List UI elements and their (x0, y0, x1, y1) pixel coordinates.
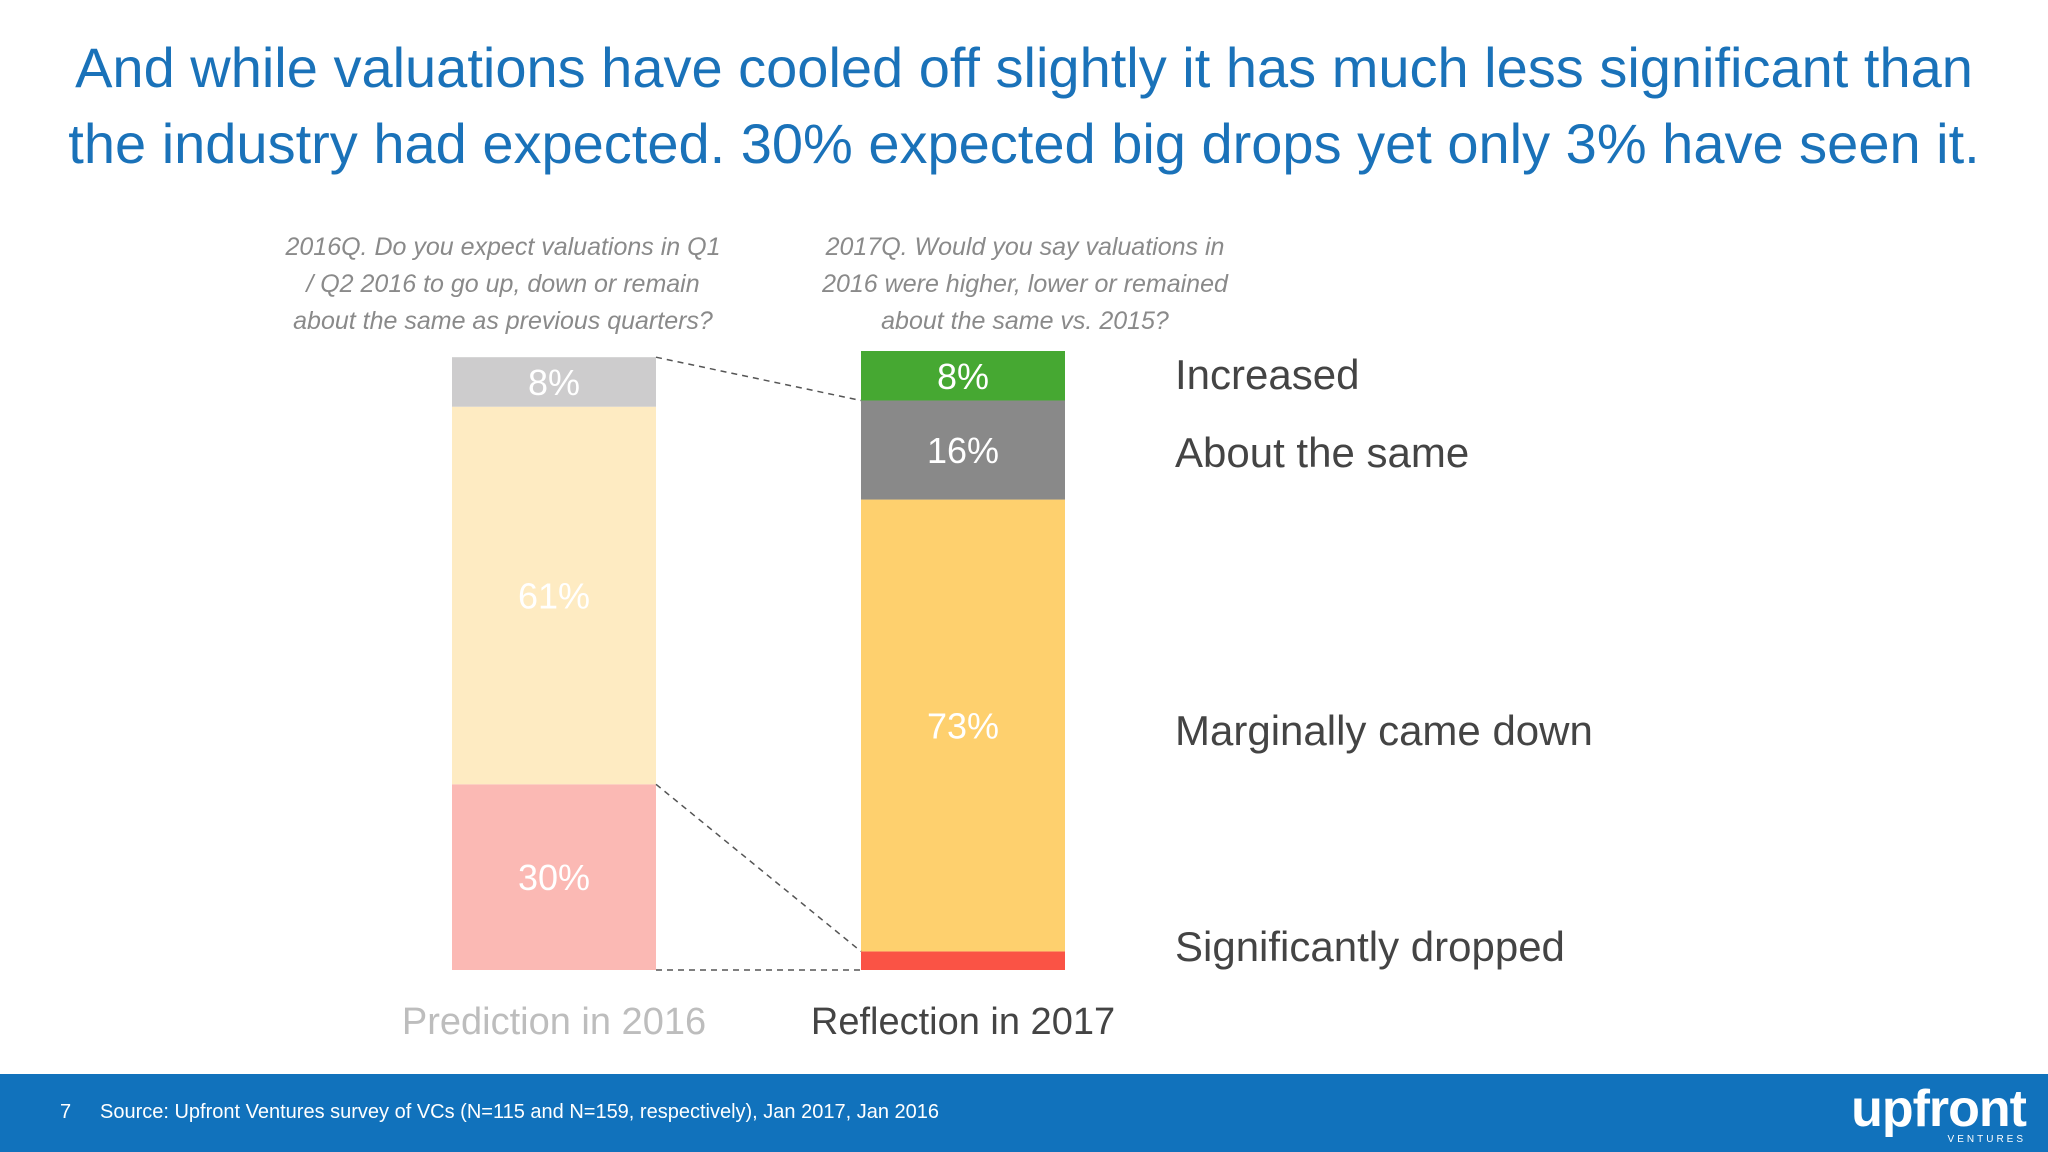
upfront-logo: upfront VENTURES (1851, 1080, 2027, 1146)
question-line: 2016 were higher, lower or remained (822, 270, 1228, 298)
data-label: 30% (518, 857, 590, 898)
bar-segment (861, 351, 1065, 401)
slide-title: And while valuations have cooled off sli… (0, 30, 2048, 182)
legend-significantly-dropped: Significantly dropped (1175, 923, 1565, 970)
legend-about-same: About the same (1175, 429, 1470, 476)
page-number: 7 (60, 1101, 72, 1123)
data-label: 16% (927, 430, 999, 471)
data-label: 8% (937, 356, 989, 397)
data-label: 73% (927, 705, 999, 746)
question-line: about the same as previous quarters? (293, 307, 713, 335)
bar-segment (452, 357, 656, 407)
data-label: 8% (528, 362, 580, 403)
bar-segment (861, 951, 1065, 970)
question-2017: 2017Q. Would you say valuations in 2016 … (790, 229, 1260, 340)
logo-subtitle: VENTURES (1947, 1134, 2026, 1145)
connector-line (655, 783, 862, 953)
category-label: Reflection in 2017 (811, 1001, 1115, 1043)
bar-segment (452, 784, 656, 970)
title-line-2: the industry had expected. 30% expected … (68, 112, 1980, 175)
bar-segment (452, 406, 656, 785)
connector-line (655, 356, 862, 402)
data-label: 61% (518, 576, 590, 617)
source-note: Source: Upfront Ventures survey of VCs (… (100, 1101, 939, 1123)
stacked-bar-chart: 30%61%8%Prediction in 20163%73%16%8%Refl… (402, 351, 1115, 1043)
footer-bar: 7 Source: Upfront Ventures survey of VCs… (0, 1074, 2048, 1152)
question-line: 2017Q. Would you say valuations in (825, 233, 1225, 261)
question-line: / Q2 2016 to go up, down or remain (306, 270, 700, 298)
category-label: Prediction in 2016 (402, 1001, 706, 1043)
bar-segment (861, 400, 1065, 500)
question-line: about the same vs. 2015? (881, 307, 1169, 335)
legend-increased: Increased (1175, 351, 1360, 398)
question-line: 2016Q. Do you expect valuations in Q1 (285, 233, 721, 261)
question-2016: 2016Q. Do you expect valuations in Q1 / … (268, 229, 738, 340)
legend-marginally-down: Marginally came down (1175, 707, 1593, 754)
logo-wordmark: upfront (1851, 1080, 2027, 1138)
bar-segment (861, 499, 1065, 952)
title-line-1: And while valuations have cooled off sli… (75, 36, 1973, 99)
